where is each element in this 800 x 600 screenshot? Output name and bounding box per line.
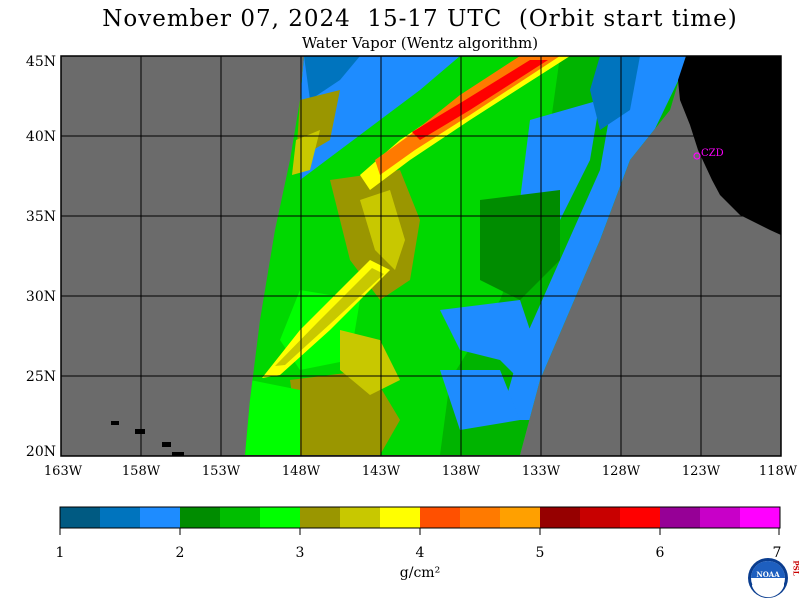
map-frame: [60, 55, 782, 457]
lon-label: 138W: [442, 464, 481, 479]
map-grid: [61, 56, 781, 456]
lon-label: 158W: [122, 464, 161, 479]
colorbar: [60, 507, 781, 528]
lon-label: 118W: [759, 464, 798, 479]
lon-label: 163W: [44, 464, 83, 479]
lon-label: 148W: [282, 464, 321, 479]
colorbar-tick-label: 6: [656, 545, 665, 561]
noaa-logo: NOAA PSL: [748, 558, 800, 598]
colorbar-swatch: [540, 507, 581, 528]
colorbar-swatch: [420, 507, 461, 528]
colorbar-ticks: [59, 528, 780, 535]
lon-label: 128W: [602, 464, 641, 479]
colorbar-labels: 1 2 3 4 5 6 7: [56, 545, 782, 561]
map-subtitle: Water Vapor (Wentz algorithm): [301, 34, 539, 52]
lat-label: 40N: [26, 129, 56, 145]
colorbar-swatch: [60, 507, 101, 528]
colorbar-unit-label: g/cm²: [400, 565, 440, 581]
colorbar-swatch: [460, 507, 501, 528]
colorbar-tick-label: 4: [416, 545, 425, 561]
lat-label: 25N: [26, 369, 56, 385]
colorbar-swatch: [260, 507, 301, 528]
lat-label: 20N: [26, 444, 56, 460]
lat-label: 35N: [26, 209, 56, 225]
colorbar-swatch: [140, 507, 181, 528]
colorbar-swatch: [620, 507, 661, 528]
longitude-labels: 163W 158W 153W 148W 143W 138W 133W 128W …: [44, 464, 798, 479]
noaa-logo-text: NOAA: [756, 570, 780, 579]
colorbar-swatch: [100, 507, 141, 528]
station-marker: CZD: [693, 148, 724, 160]
colorbar-tick-label: 7: [773, 545, 782, 561]
lon-label: 123W: [682, 464, 721, 479]
colorbar-tick-label: 1: [56, 545, 65, 561]
colorbar-swatch: [700, 507, 741, 528]
colorbar-swatch: [340, 507, 381, 528]
colorbar-tick-label: 5: [536, 545, 545, 561]
colorbar-swatch: [300, 507, 341, 528]
colorbar-swatch: [500, 507, 541, 528]
hawaiian-islands: [111, 421, 184, 456]
land-mass: [678, 56, 781, 235]
colorbar-tick-label: 2: [176, 545, 185, 561]
latitude-labels: 45N 40N 35N 30N 25N 20N: [26, 54, 56, 460]
lon-label: 133W: [522, 464, 561, 479]
lat-label: 30N: [26, 289, 56, 305]
colorbar-swatch: [220, 507, 261, 528]
station-label: CZD: [701, 148, 724, 159]
colorbar-swatch: [660, 507, 701, 528]
lon-label: 143W: [362, 464, 401, 479]
colorbar-swatch: [180, 507, 221, 528]
lon-label: 153W: [202, 464, 241, 479]
colorbar-swatch: [740, 507, 781, 528]
psl-logo-text: PSL: [792, 560, 800, 575]
colorbar-swatch: [380, 507, 421, 528]
colorbar-tick-label: 3: [296, 545, 305, 561]
lat-label: 45N: [26, 54, 56, 70]
map-title: November 07, 2024 15-17 UTC (Orbit start…: [102, 6, 738, 32]
colorbar-swatch: [580, 507, 621, 528]
